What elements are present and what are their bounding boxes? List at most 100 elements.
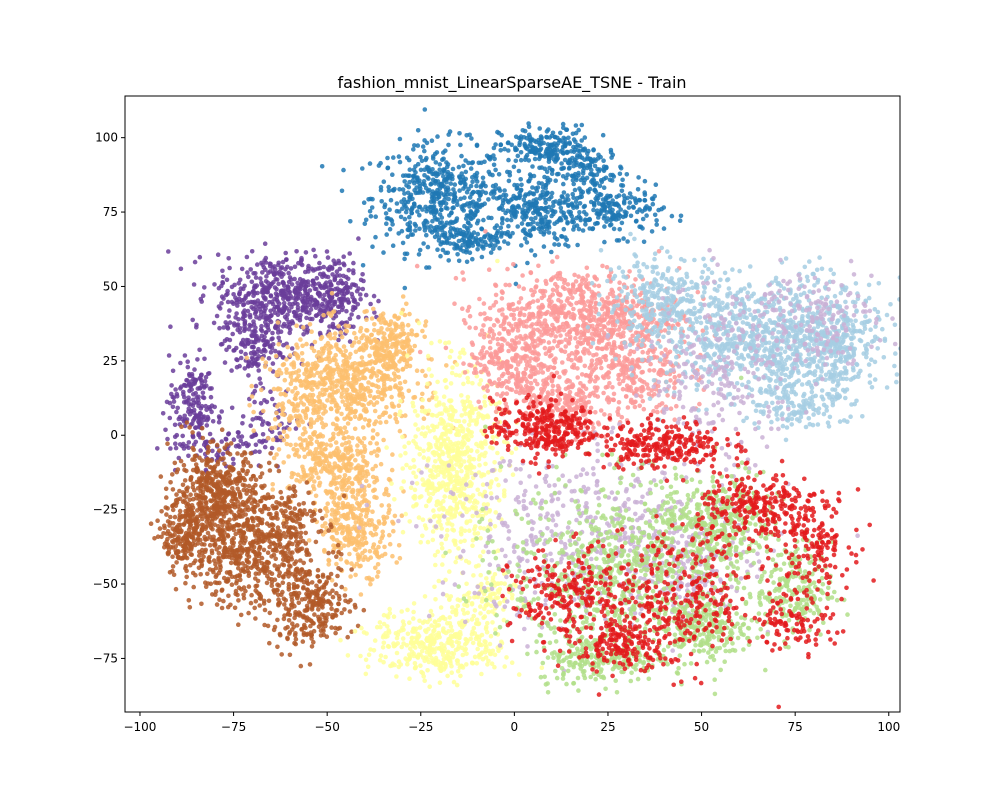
scatter-point xyxy=(190,317,195,323)
scatter-point xyxy=(368,577,373,582)
scatter-point xyxy=(313,253,318,259)
scatter-point xyxy=(539,135,544,141)
scatter-point xyxy=(336,304,341,310)
scatter-point xyxy=(570,202,575,208)
scatter-point xyxy=(279,265,285,270)
scatter-point xyxy=(426,397,432,403)
scatter-point xyxy=(242,477,248,483)
scatter-point xyxy=(355,392,360,397)
scatter-point xyxy=(358,362,364,368)
scatter-point xyxy=(251,322,257,327)
scatter-point xyxy=(181,392,186,397)
scatter-point xyxy=(301,300,307,306)
scatter-point xyxy=(302,473,307,479)
scatter-point xyxy=(437,220,443,226)
scatter-point xyxy=(186,453,191,459)
scatter-point xyxy=(325,340,331,346)
scatter-point xyxy=(605,195,611,200)
scatter-point xyxy=(331,431,336,437)
scatter-point xyxy=(365,385,371,391)
scatter-point xyxy=(192,367,197,372)
scatter-point xyxy=(513,134,519,140)
scatter-point xyxy=(175,529,181,535)
scatter-point xyxy=(256,354,261,359)
scatter-point xyxy=(264,274,269,279)
scatter-point xyxy=(170,554,175,559)
scatter-point xyxy=(420,144,426,149)
scatter-point xyxy=(366,483,372,489)
scatter-point xyxy=(569,149,574,154)
scatter-point xyxy=(334,561,339,567)
scatter-point xyxy=(474,183,479,189)
scatter-point xyxy=(433,191,439,197)
scatter-point xyxy=(618,164,623,170)
scatter-point xyxy=(293,442,299,448)
scatter-point xyxy=(270,361,276,366)
scatter-point xyxy=(378,390,384,396)
scatter-point xyxy=(270,396,275,402)
scatter-point xyxy=(494,235,500,241)
scatter-point xyxy=(318,441,324,447)
scatter-point xyxy=(476,160,482,166)
scatter-point xyxy=(209,548,215,554)
scatter-point xyxy=(452,182,458,187)
scatter-point xyxy=(241,314,246,320)
scatter-point xyxy=(496,206,502,211)
scatter-point xyxy=(190,430,195,435)
scatter-point xyxy=(397,136,403,142)
scatter-point xyxy=(248,600,254,606)
scatter-point xyxy=(245,498,250,504)
scatter-point xyxy=(368,555,374,560)
scatter-point xyxy=(255,566,261,572)
scatter-point xyxy=(483,183,488,189)
scatter-point xyxy=(498,225,504,231)
scatter-point xyxy=(567,158,572,164)
scatter-point xyxy=(498,148,504,153)
scatter-point xyxy=(470,190,476,195)
scatter-point xyxy=(576,170,581,176)
scatter-point xyxy=(443,187,449,192)
scatter-point xyxy=(554,147,560,153)
scatter-point xyxy=(302,287,308,292)
scatter-point xyxy=(481,217,486,223)
scatter-point xyxy=(511,164,517,170)
scatter-point xyxy=(504,232,510,237)
scatter-point xyxy=(441,167,446,172)
scatter-point xyxy=(281,412,287,418)
scatter-point xyxy=(338,454,344,460)
scatter-point xyxy=(292,276,297,282)
scatter-point xyxy=(230,331,235,337)
scatter-point xyxy=(362,488,367,494)
scatter-point xyxy=(528,232,533,238)
scatter-point xyxy=(290,320,296,326)
scatter-point xyxy=(238,612,244,618)
scatter-point xyxy=(342,416,347,422)
scatter-point xyxy=(188,402,194,407)
scatter-point xyxy=(402,379,408,385)
scatter-point xyxy=(546,230,552,235)
scatter-point xyxy=(348,574,353,579)
scatter-point xyxy=(235,504,241,509)
scatter-point xyxy=(297,379,303,384)
scatter-point xyxy=(259,260,264,266)
scatter-point xyxy=(179,424,184,430)
scatter-point xyxy=(321,382,327,387)
scatter-point xyxy=(230,456,236,462)
scatter-point xyxy=(400,294,406,299)
scatter-point xyxy=(303,250,309,255)
scatter-point xyxy=(378,160,383,166)
scatter-point xyxy=(440,224,446,229)
scatter-point xyxy=(360,272,365,277)
scatter-point xyxy=(193,439,199,445)
scatter-point xyxy=(244,471,249,477)
scatter-point xyxy=(266,284,271,289)
scatter-point xyxy=(302,426,307,431)
scatter-point xyxy=(277,352,283,358)
scatter-point xyxy=(385,165,391,171)
scatter-point xyxy=(625,239,630,244)
scatter-point xyxy=(294,450,299,456)
scatter-point xyxy=(404,183,409,188)
scatter-point xyxy=(423,323,428,328)
scatter-point xyxy=(413,190,419,196)
scatter-point xyxy=(343,447,349,453)
